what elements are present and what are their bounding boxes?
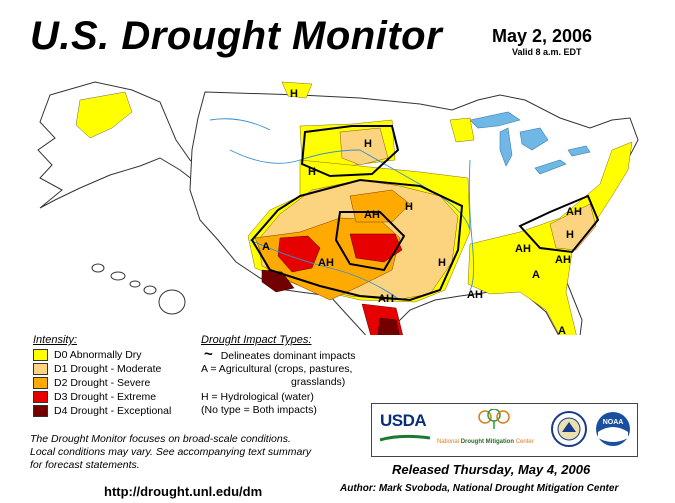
noaa-logo: NOAA	[594, 410, 632, 448]
map-label: H	[290, 88, 298, 100]
ndmc-middle: Drought Mitigation	[460, 439, 515, 445]
map-title: U.S. Drought Monitor	[30, 14, 443, 58]
impact-hydrological: H = Hydrological (water)	[201, 391, 314, 403]
d4-south-texas	[377, 317, 400, 335]
legend-item-d0: D0 Abnormally Dry	[33, 348, 171, 362]
ndmc-suffix: Center	[515, 439, 534, 445]
map-label: AH	[555, 254, 571, 266]
impact-legend: Drought Impact Types: ~ Delineates domin…	[201, 334, 356, 417]
impact-line-label: Delineates dominant impacts	[220, 350, 356, 362]
d3-new-mexico	[277, 235, 321, 273]
map-label: AH	[378, 293, 394, 305]
legend-label-d2: D2 Drought - Severe	[54, 377, 151, 389]
legend-item-d4: D4 Drought - Exceptional	[33, 404, 171, 418]
author-credit: Author: Mark Svoboda, National Drought M…	[340, 483, 619, 494]
d2-kansas	[349, 189, 411, 223]
map-label: AH	[566, 206, 582, 218]
impact-agricultural-cont: grasslands)	[291, 376, 346, 388]
map-date: May 2, 2006	[492, 26, 593, 46]
map-label: H	[364, 138, 372, 150]
boundary-line-icon: ~	[204, 346, 213, 363]
impact-boundaries	[250, 125, 600, 302]
legend-item-d1: D1 Drought - Moderate	[33, 362, 171, 376]
legend-swatch-d2	[33, 377, 48, 389]
d0-michigan	[449, 117, 475, 143]
legend-label-d4: D4 Drought - Exceptional	[54, 405, 172, 417]
usda-logo: USDA	[379, 411, 431, 449]
d4-arizona	[261, 269, 295, 293]
impact-agricultural: A = Agricultural (crops, pastures,	[201, 363, 353, 375]
map-label: H	[438, 257, 446, 269]
usda-logo-text: USDA	[380, 411, 427, 430]
impact-both: (No type = Both impacts)	[201, 404, 317, 416]
intensity-legend: Intensity: D0 Abnormally Dry D1 Drought …	[33, 334, 171, 418]
map-label: A	[532, 269, 540, 281]
valid-time: Valid 8 a.m. EDT	[512, 47, 582, 57]
intensity-heading: Intensity:	[33, 334, 78, 346]
hawaii-islands	[91, 263, 186, 315]
map-label: AH	[515, 243, 531, 255]
map-label: H	[405, 201, 413, 213]
usda-swoosh-icon	[379, 434, 431, 442]
legend-swatch-d3	[33, 391, 48, 403]
note-line-3: for forecast statements.	[30, 459, 140, 471]
legend-label-d1: D1 Drought - Moderate	[54, 363, 162, 375]
noaa-logo-text: NOAA	[602, 419, 624, 426]
impact-line-row: ~ Delineates dominant impacts	[201, 346, 356, 363]
alaska-dry-area	[75, 91, 133, 139]
d1-carolinas	[549, 203, 597, 251]
release-date: Released Thursday, May 4, 2006	[392, 462, 591, 477]
map-label: A	[558, 325, 566, 335]
map-label: H	[308, 166, 316, 178]
ndmc-prefix: National	[437, 439, 460, 445]
tree-icon	[478, 409, 510, 429]
map-label: AH	[467, 289, 483, 301]
map-label: H	[566, 229, 574, 241]
website-link[interactable]: http://drought.unl.edu/dm	[104, 484, 263, 499]
legend-label-d0: D0 Abnormally Dry	[54, 349, 142, 361]
ndmc-logo: National Drought Mitigation Center	[437, 409, 545, 449]
partner-logos: USDA National Drought Mitigation Center …	[371, 403, 638, 457]
legend-label-d3: D3 Drought - Extreme	[54, 391, 157, 403]
drought-map: H H H H AH A AH AH H AH AH A AH H AH A	[37, 81, 639, 335]
impact-heading: Drought Impact Types:	[201, 334, 312, 346]
note-line-2: Local conditions may vary. See accompany…	[30, 446, 312, 458]
d1-dakotas	[339, 127, 389, 166]
legend-item-d2: D2 Drought - Severe	[33, 376, 171, 390]
legend-swatch-d1	[33, 363, 48, 375]
doc-seal-icon	[551, 411, 587, 447]
map-label: A	[262, 241, 270, 253]
legend-swatch-d4	[33, 405, 48, 417]
note-line-1: The Drought Monitor focuses on broad-sca…	[30, 433, 291, 445]
disclaimer-note: The Drought Monitor focuses on broad-sca…	[30, 433, 311, 472]
great-lakes	[469, 111, 591, 175]
legend-swatch-d0	[33, 349, 48, 361]
ndmc-logo-text: National Drought Mitigation Center	[437, 439, 534, 445]
map-label: AH	[364, 209, 380, 221]
map-label: AH	[318, 257, 334, 269]
legend-item-d3: D3 Drought - Extreme	[33, 390, 171, 404]
d0-montana	[281, 81, 313, 99]
noaa-emblem-icon	[596, 412, 630, 446]
